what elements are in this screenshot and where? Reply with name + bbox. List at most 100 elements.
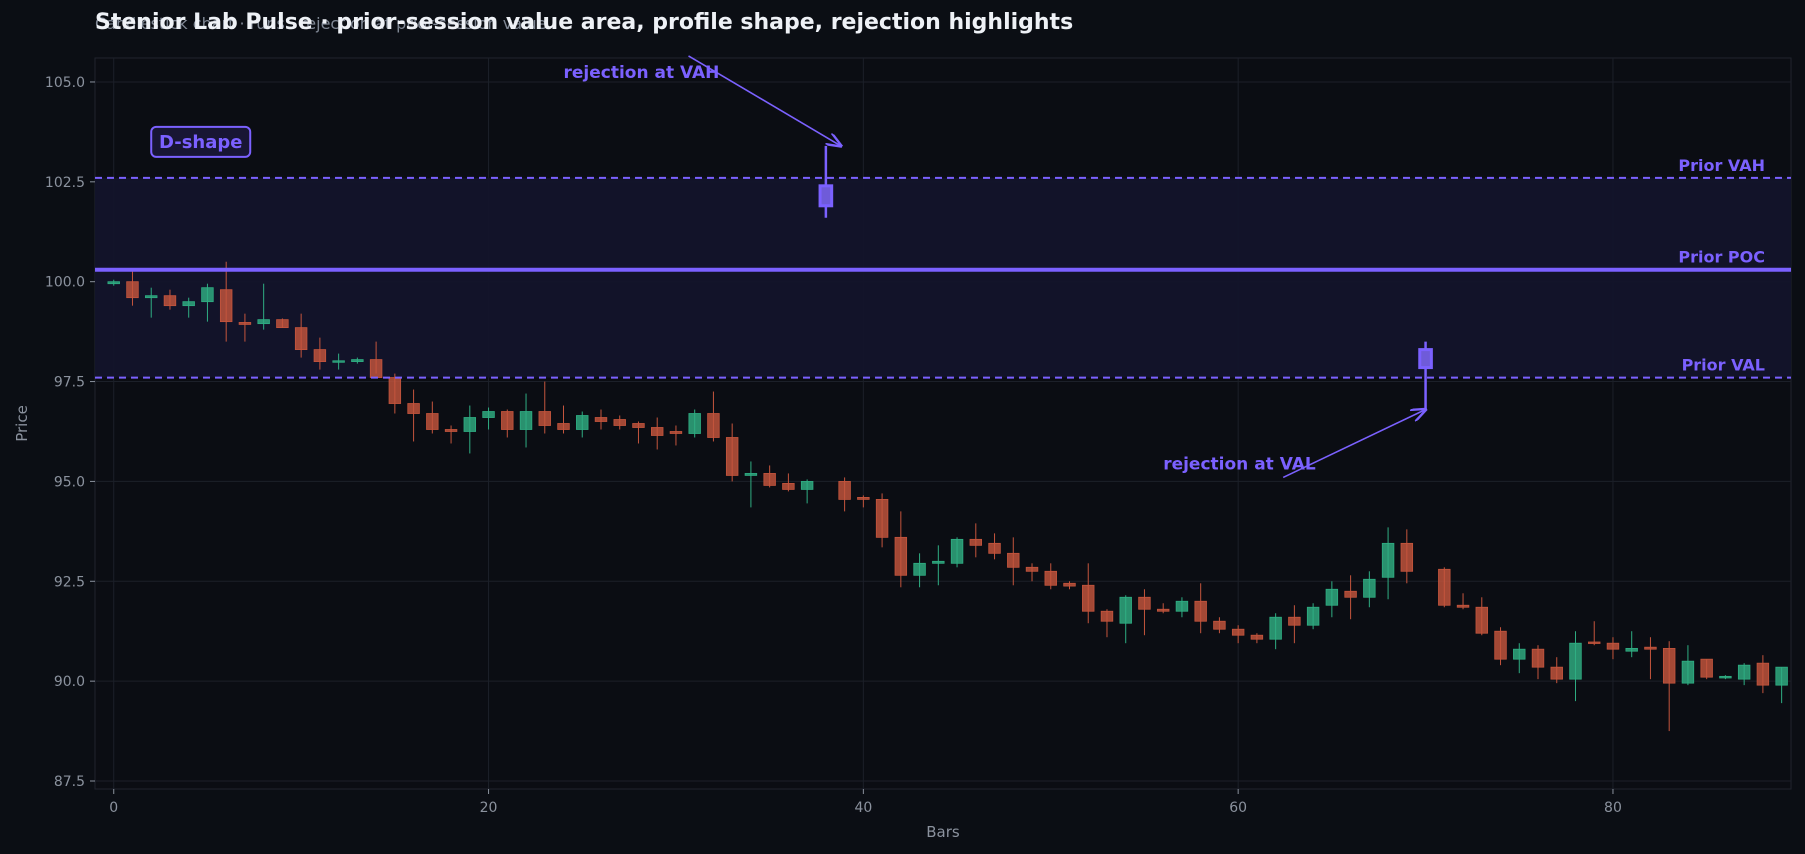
candle-body — [163, 295, 177, 307]
candle-body — [1025, 566, 1039, 572]
annotation-text: rejection at VAH — [564, 63, 720, 83]
annotation-arrow — [1282, 410, 1425, 479]
candle-body — [632, 423, 645, 428]
candle-body — [838, 481, 851, 500]
y-tick-label: 92.5 — [54, 574, 85, 590]
candle-body — [969, 538, 983, 546]
candle-body — [707, 413, 720, 438]
candle-body — [1662, 647, 1676, 684]
candle-body — [1194, 600, 1207, 622]
candle-body — [201, 287, 214, 303]
candle-body — [1644, 646, 1657, 650]
candle-body — [1288, 616, 1301, 626]
value-area-band — [95, 177, 1791, 378]
candle-body — [744, 473, 758, 476]
y-tick-label: 97.5 — [54, 375, 85, 391]
candle-body — [1588, 641, 1601, 644]
candle-body — [388, 377, 402, 404]
candle-body — [1063, 582, 1076, 587]
candle-body — [1513, 648, 1526, 660]
candle-body — [182, 301, 195, 307]
candle-body — [444, 429, 458, 432]
candle-body — [257, 319, 270, 325]
candle-body — [1007, 552, 1020, 568]
y-tick-label: 100.0 — [45, 275, 85, 291]
candle-body — [613, 419, 626, 426]
y-tick-label: 102.5 — [45, 175, 85, 191]
candle-body — [1381, 542, 1395, 578]
candle-body — [313, 349, 327, 362]
candle-body — [1363, 578, 1376, 598]
candle-body — [1250, 634, 1264, 640]
candle-body — [1138, 596, 1151, 610]
chart-subtitle: Candlestick chart · runs · rejection at … — [95, 14, 547, 33]
level-label: Prior VAL — [1682, 356, 1765, 375]
candle-body — [857, 496, 870, 500]
y-axis-label: Price — [13, 405, 31, 442]
candle-body — [725, 437, 739, 476]
candle-body — [519, 411, 533, 430]
highlighted-candle-body — [818, 184, 834, 208]
annotation-text: rejection at VAL — [1163, 454, 1316, 474]
candle-body — [894, 536, 908, 576]
candle-body — [1550, 666, 1563, 680]
candle-body — [1213, 620, 1226, 630]
profile-shape-badge — [150, 125, 252, 158]
candle-body — [369, 359, 383, 378]
candle-body — [1325, 588, 1339, 606]
candle-body — [763, 473, 776, 486]
candle-body — [1719, 675, 1732, 679]
candle-body — [1737, 664, 1751, 680]
plot-area — [94, 57, 1792, 790]
y-tick-label: 105.0 — [45, 75, 85, 91]
candle-body — [1681, 660, 1695, 684]
candle-body — [913, 562, 926, 576]
x-tick-label: 60 — [1229, 800, 1247, 816]
candle-body — [1400, 542, 1414, 572]
candle-body — [1494, 630, 1507, 660]
candle-body — [1700, 658, 1713, 678]
candle-body — [1438, 568, 1451, 606]
level-label: Prior VAH — [1678, 156, 1765, 175]
candle-body — [651, 427, 664, 436]
x-tick-label: 0 — [109, 800, 118, 816]
candle-body — [1119, 596, 1132, 624]
candle-body — [1756, 662, 1770, 686]
candle-body — [1569, 642, 1582, 680]
level-label: Prior POC — [1678, 248, 1765, 267]
candle-body — [107, 281, 120, 285]
x-axis-label: Bars — [926, 823, 960, 841]
candle-body — [276, 319, 289, 329]
candle-body — [463, 417, 477, 432]
y-tick-label: 90.0 — [54, 674, 85, 690]
candle-body — [538, 411, 551, 426]
candle-body — [557, 423, 570, 430]
candle-body — [1456, 604, 1470, 608]
candle-body — [1044, 570, 1057, 586]
candle-body — [950, 538, 964, 564]
candle-body — [875, 498, 889, 538]
chart-title: Stenior Lab Pulse · prior-session value … — [95, 10, 1074, 35]
candle-body — [988, 542, 1001, 554]
candle-body — [1269, 616, 1282, 640]
candle-body — [1082, 584, 1095, 612]
candle-body — [669, 431, 683, 434]
candle-body — [1156, 608, 1170, 612]
profile-shape-label: D-shape — [159, 132, 243, 153]
candle-body — [1775, 666, 1788, 686]
candle-body — [501, 411, 514, 430]
candle-body — [1100, 610, 1114, 622]
candle-body — [594, 417, 608, 422]
candle-body — [1175, 600, 1189, 612]
candle-body — [426, 413, 439, 430]
x-tick-label: 80 — [1604, 800, 1622, 816]
x-tick-label: 20 — [480, 800, 498, 816]
candle-body — [1306, 606, 1320, 626]
candle-body — [332, 360, 345, 363]
candle-body — [294, 327, 308, 351]
candle-body — [1475, 606, 1488, 634]
candle-body — [482, 411, 495, 418]
highlighted-candle-body — [1418, 348, 1433, 370]
